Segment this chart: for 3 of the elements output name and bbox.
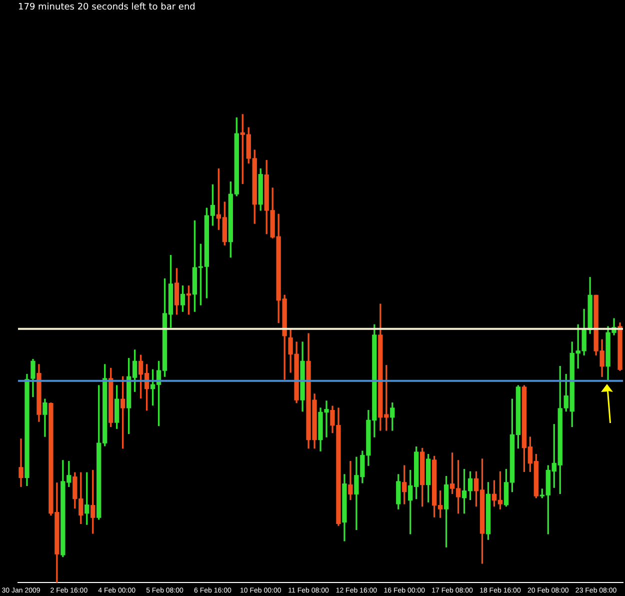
candlestick (348, 461, 353, 500)
candlestick (18, 438, 24, 487)
chart-subtitle: 179 minutes 20 seconds left to bar end (18, 2, 196, 13)
